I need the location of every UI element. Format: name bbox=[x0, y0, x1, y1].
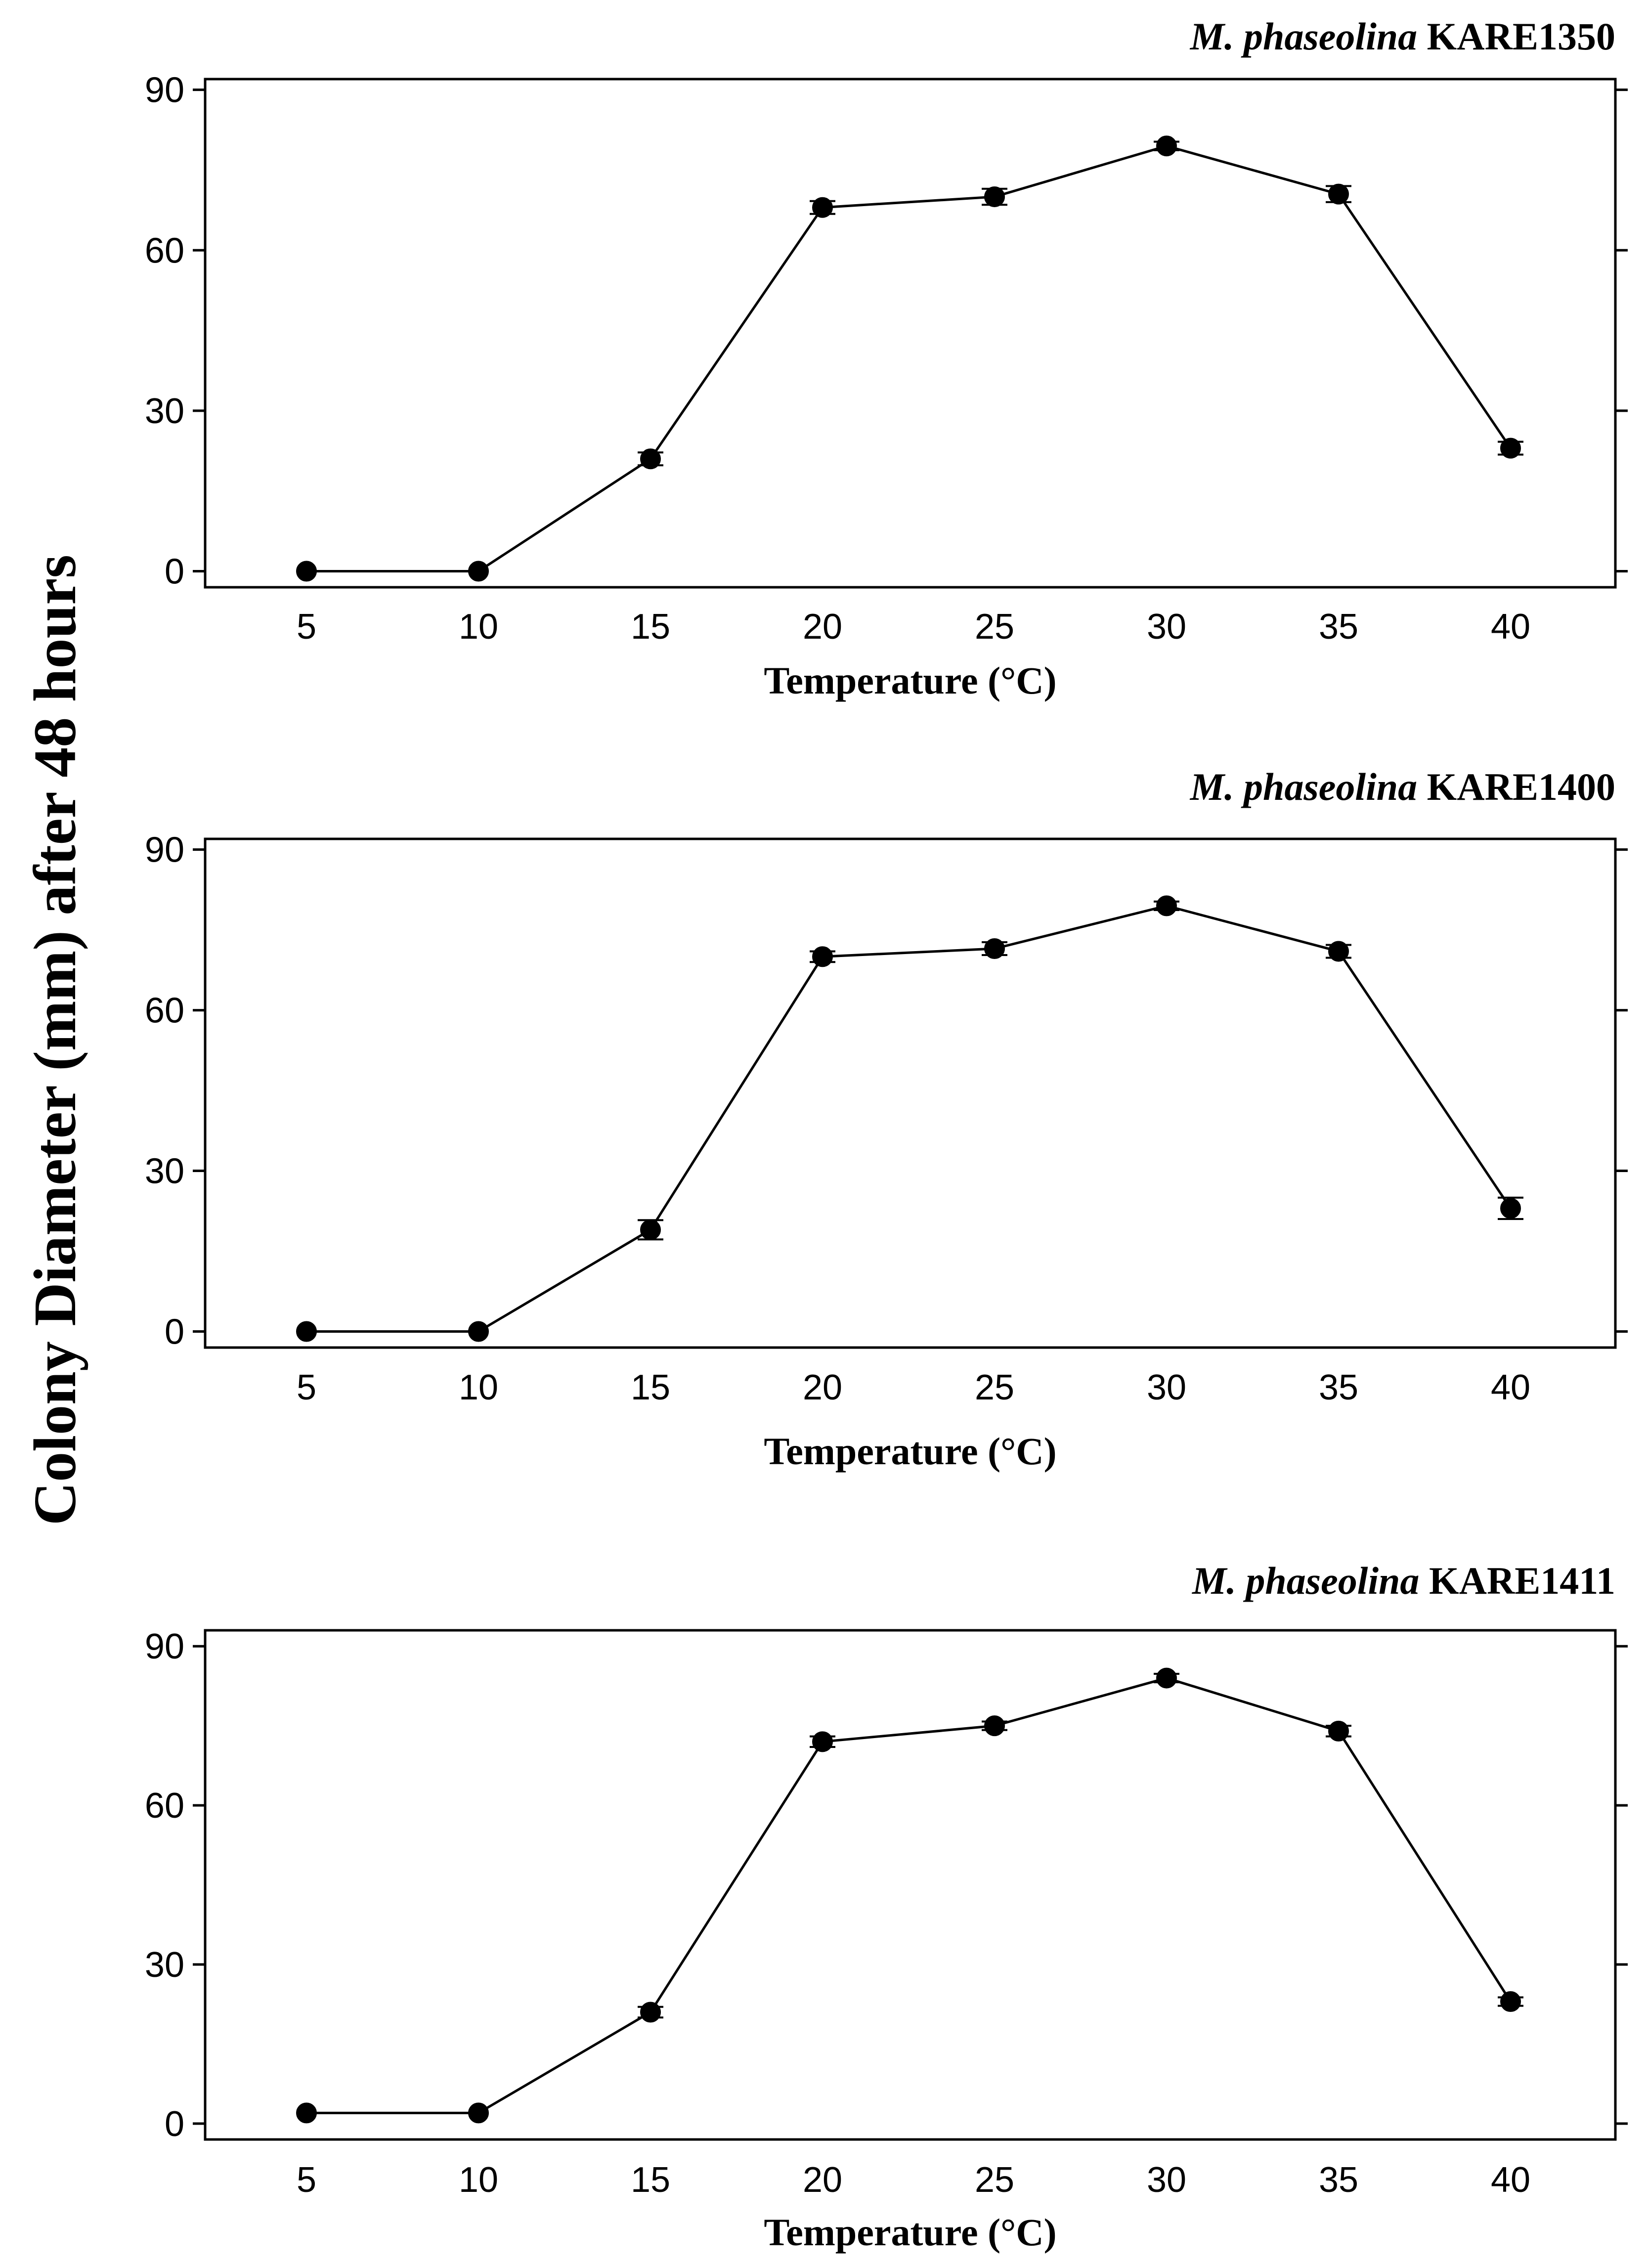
x-tick-label: 30 bbox=[1147, 2160, 1186, 2200]
y-tick-label: 0 bbox=[165, 1312, 184, 1352]
data-point bbox=[296, 561, 317, 582]
x-tick-label: 15 bbox=[631, 2160, 670, 2200]
x-tick-label: 15 bbox=[631, 1368, 670, 1407]
data-point bbox=[984, 186, 1005, 208]
data-point bbox=[1156, 135, 1177, 157]
x-tick-label: 5 bbox=[297, 1368, 316, 1407]
x-axis-title: Temperature (°C) bbox=[764, 1430, 1056, 1473]
x-tick-label: 5 bbox=[297, 2160, 316, 2200]
x-tick-label: 35 bbox=[1319, 2160, 1358, 2200]
series-line bbox=[306, 144, 1512, 573]
x-tick-label: 35 bbox=[1319, 1368, 1358, 1407]
data-point bbox=[468, 1321, 489, 1342]
x-tick-label: 15 bbox=[631, 607, 670, 647]
x-tick-label: 10 bbox=[459, 607, 498, 647]
x-tick-label: 20 bbox=[803, 1368, 842, 1407]
x-tick-label: 40 bbox=[1491, 2160, 1530, 2200]
data-point bbox=[1328, 941, 1349, 962]
y-tick-label: 60 bbox=[145, 991, 184, 1031]
data-point bbox=[812, 946, 833, 967]
x-tick-label: 10 bbox=[459, 2160, 498, 2200]
series-line bbox=[306, 904, 1512, 1333]
data-point bbox=[640, 1219, 661, 1240]
x-tick-label: 25 bbox=[975, 607, 1014, 647]
x-tick-label: 5 bbox=[297, 607, 316, 647]
y-tick-label: 30 bbox=[145, 392, 184, 431]
data-point bbox=[1328, 183, 1349, 205]
panel-title-species: M. phaseolina bbox=[1189, 765, 1417, 808]
data-point bbox=[812, 197, 833, 218]
x-axis-title: Temperature (°C) bbox=[764, 2211, 1056, 2254]
chart-panel-kare1400: M. phaseolina KARE1400 0 30 60 90 5 10 15 20 25 30… bbox=[145, 765, 1628, 1473]
x-tick-label: 30 bbox=[1147, 607, 1186, 647]
x-tick-label: 40 bbox=[1491, 1368, 1530, 1407]
x-tick-label: 25 bbox=[975, 1368, 1014, 1407]
data-point bbox=[1500, 437, 1521, 459]
data-point bbox=[1328, 1720, 1349, 1742]
panel-title: M. phaseolina KARE1350 bbox=[1189, 15, 1615, 58]
data-point bbox=[468, 2102, 489, 2124]
plot-frame bbox=[204, 1629, 1617, 2141]
y-tick-label: 90 bbox=[145, 71, 184, 110]
data-point bbox=[1500, 1198, 1521, 1219]
data-point bbox=[296, 1321, 317, 1342]
panel-title-species: M. phaseolina bbox=[1189, 15, 1417, 58]
chart-panel-kare1350: M. phaseolina KARE1350 0 30 60 90 5 10 15 20 25 30… bbox=[145, 15, 1628, 702]
x-tick-label: 35 bbox=[1319, 607, 1358, 647]
panel-title-isolate: KARE1411 bbox=[1419, 1559, 1615, 1602]
x-tick-label: 40 bbox=[1491, 607, 1530, 647]
data-point bbox=[984, 938, 1005, 960]
data-point bbox=[812, 1731, 833, 1752]
plot-frame bbox=[204, 78, 1617, 589]
y-tick-label: 90 bbox=[145, 830, 184, 870]
data-point bbox=[468, 561, 489, 582]
y-tick-label: 60 bbox=[145, 231, 184, 270]
series-line bbox=[306, 1677, 1512, 2114]
y-tick-label: 0 bbox=[165, 2104, 184, 2144]
panel-title-isolate: KARE1400 bbox=[1417, 765, 1615, 808]
data-point bbox=[640, 448, 661, 470]
panel-title: M. phaseolina KARE1411 bbox=[1191, 1559, 1615, 1602]
panel-title: M. phaseolina KARE1400 bbox=[1189, 765, 1615, 808]
x-tick-label: 10 bbox=[459, 1368, 498, 1407]
y-tick-label: 90 bbox=[145, 1627, 184, 1666]
y-tick-label: 0 bbox=[165, 552, 184, 592]
data-point bbox=[640, 2002, 661, 2023]
y-tick-label: 30 bbox=[145, 1945, 184, 1985]
panel-title-isolate: KARE1350 bbox=[1417, 15, 1615, 58]
x-tick-label: 20 bbox=[803, 2160, 842, 2200]
plot-frame bbox=[204, 837, 1617, 1349]
y-tick-label: 30 bbox=[145, 1152, 184, 1191]
x-axis-title: Temperature (°C) bbox=[764, 659, 1056, 702]
data-point bbox=[1156, 895, 1177, 916]
x-tick-label: 25 bbox=[975, 2160, 1014, 2200]
data-point bbox=[1156, 1667, 1177, 1689]
y-axis-title: Colony Diameter (mm) after 48 hours bbox=[22, 555, 88, 1526]
chart-panel-kare1411: M. phaseolina KARE1411 0 30 60 90 5 10 15 20 25 30… bbox=[145, 1559, 1628, 2254]
data-point bbox=[296, 2102, 317, 2124]
x-tick-label: 20 bbox=[803, 607, 842, 647]
panel-title-species: M. phaseolina bbox=[1191, 1559, 1419, 1602]
data-point bbox=[1500, 1991, 1521, 2012]
x-tick-label: 30 bbox=[1147, 1368, 1186, 1407]
data-point bbox=[984, 1715, 1005, 1737]
y-tick-label: 60 bbox=[145, 1786, 184, 1826]
